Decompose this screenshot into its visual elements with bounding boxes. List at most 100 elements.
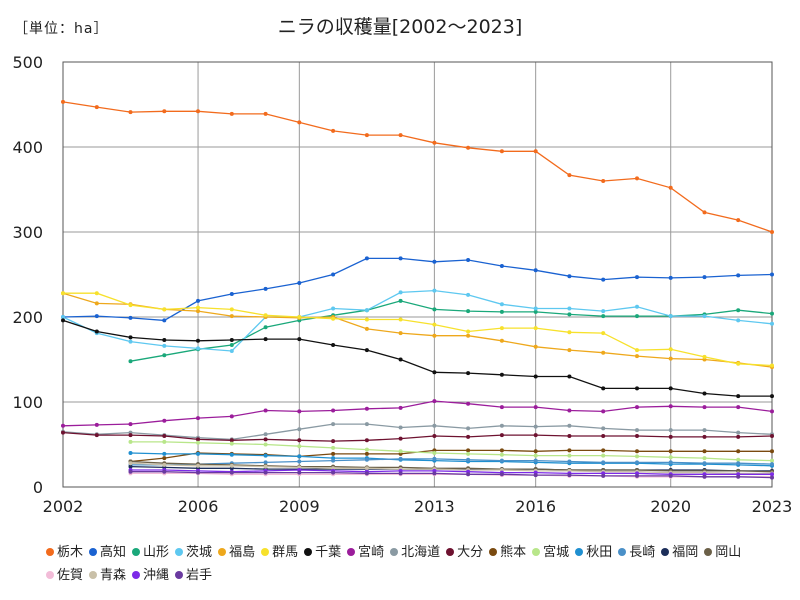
data-point — [432, 471, 437, 476]
data-point — [702, 210, 707, 215]
data-point — [736, 218, 741, 223]
data-point — [94, 314, 99, 319]
data-point — [162, 462, 167, 467]
data-point — [196, 451, 200, 456]
data-point — [533, 309, 538, 314]
data-point — [331, 272, 336, 277]
data-point — [635, 449, 639, 454]
x-tick-label: 2009 — [279, 497, 320, 516]
data-point — [668, 449, 673, 454]
data-point — [466, 292, 471, 297]
data-point — [499, 433, 504, 438]
legend-label: 熊本 — [500, 545, 527, 560]
data-point — [364, 406, 369, 411]
data-point — [736, 361, 741, 366]
data-point — [128, 315, 133, 320]
data-point — [736, 430, 741, 435]
data-point — [94, 329, 99, 334]
data-point — [668, 356, 673, 361]
data-point — [263, 313, 268, 318]
data-point — [736, 308, 741, 313]
data-point — [702, 456, 707, 461]
data-point — [702, 314, 707, 319]
data-point — [162, 469, 167, 474]
data-point — [466, 426, 471, 431]
x-tick-label: 2006 — [178, 497, 219, 516]
data-point — [702, 474, 707, 479]
data-point — [466, 457, 471, 462]
data-point — [331, 306, 336, 311]
data-point — [196, 437, 200, 442]
data-point — [229, 349, 234, 353]
data-point — [702, 449, 707, 454]
data-point — [263, 325, 268, 330]
data-point — [567, 173, 572, 178]
data-point — [229, 314, 234, 319]
legend-marker — [661, 548, 670, 556]
legend-item: 沖縄 — [132, 564, 169, 587]
legend-label: 秋田 — [586, 545, 613, 560]
series-line — [130, 469, 772, 475]
data-point — [297, 315, 302, 319]
x-tick-label: 2002 — [43, 497, 84, 516]
data-point — [668, 460, 673, 465]
data-point — [263, 453, 268, 458]
data-point — [196, 305, 200, 310]
data-point — [635, 454, 639, 459]
data-point — [398, 425, 403, 430]
data-point — [263, 470, 268, 475]
data-point — [533, 344, 538, 349]
data-point — [432, 333, 437, 338]
data-point — [128, 433, 133, 438]
legend-label: 群馬 — [272, 545, 299, 560]
data-point — [196, 309, 200, 314]
series-line — [62, 292, 773, 368]
data-point — [196, 338, 200, 343]
data-point — [398, 456, 403, 461]
legend-item: 高知 — [89, 541, 126, 564]
data-point — [128, 422, 133, 427]
data-point — [331, 451, 336, 456]
data-point — [466, 258, 471, 262]
data-point — [533, 268, 538, 273]
data-point — [499, 458, 504, 463]
data-point — [668, 428, 673, 433]
legend-marker — [89, 548, 98, 556]
data-point — [128, 110, 133, 115]
data-point — [466, 401, 471, 406]
legend-marker — [218, 548, 227, 556]
series-line — [63, 292, 773, 367]
data-point — [128, 451, 133, 455]
data-point — [499, 472, 504, 477]
legend-label: 大分 — [457, 545, 484, 560]
series-line — [130, 460, 773, 473]
legend-marker — [175, 571, 184, 579]
data-point — [364, 133, 369, 138]
legend-marker — [532, 548, 541, 556]
legend-item: 福島 — [218, 541, 255, 564]
data-point — [601, 386, 606, 391]
data-point — [499, 423, 504, 428]
data-point — [567, 330, 572, 335]
x-tick-label: 2016 — [515, 497, 556, 516]
data-point — [331, 316, 336, 321]
data-point — [601, 314, 606, 319]
data-point — [702, 405, 707, 410]
data-point — [466, 448, 471, 453]
legend-label: 青森 — [100, 568, 127, 583]
data-point — [702, 434, 707, 439]
data-point — [499, 309, 504, 314]
data-point — [432, 288, 437, 293]
data-point — [398, 298, 403, 303]
data-point — [398, 290, 403, 295]
data-point — [364, 447, 369, 452]
data-point — [668, 386, 673, 391]
data-point — [229, 111, 234, 116]
data-point — [736, 434, 741, 439]
legend-label: 岡山 — [715, 545, 742, 560]
data-point — [601, 434, 606, 438]
data-point — [635, 473, 639, 478]
legend-item: 福岡 — [661, 541, 698, 564]
legend-label: 山形 — [143, 545, 170, 560]
